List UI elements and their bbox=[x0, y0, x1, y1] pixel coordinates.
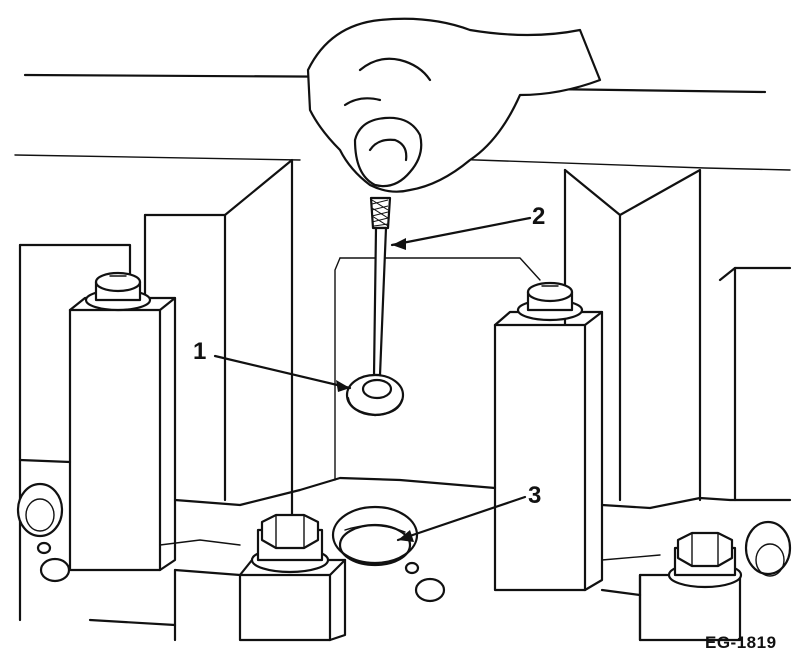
pick-up-tool bbox=[369, 196, 392, 377]
hand bbox=[306, 17, 602, 193]
callout-3: 3 bbox=[528, 482, 542, 509]
left-post bbox=[18, 213, 177, 572]
right-holes bbox=[744, 520, 792, 577]
right-post bbox=[493, 310, 604, 592]
right-post-bolt bbox=[516, 281, 584, 322]
callout-1: 1 bbox=[193, 338, 207, 365]
bolt-hole-3 bbox=[331, 505, 419, 567]
center-lower-block bbox=[88, 558, 347, 642]
leader-lines bbox=[213, 216, 532, 542]
right-lower-bolt bbox=[667, 531, 743, 589]
left-holes bbox=[16, 482, 71, 583]
callout-2: 2 bbox=[532, 203, 546, 230]
left-post-bolt bbox=[84, 271, 152, 312]
center-small-holes bbox=[404, 561, 446, 603]
central-wall bbox=[143, 158, 702, 522]
center-bolt bbox=[250, 513, 330, 574]
head-deck bbox=[18, 458, 792, 622]
figure-code: EG-1819 bbox=[705, 633, 777, 652]
washer bbox=[345, 373, 405, 417]
right-background-block bbox=[718, 266, 792, 502]
